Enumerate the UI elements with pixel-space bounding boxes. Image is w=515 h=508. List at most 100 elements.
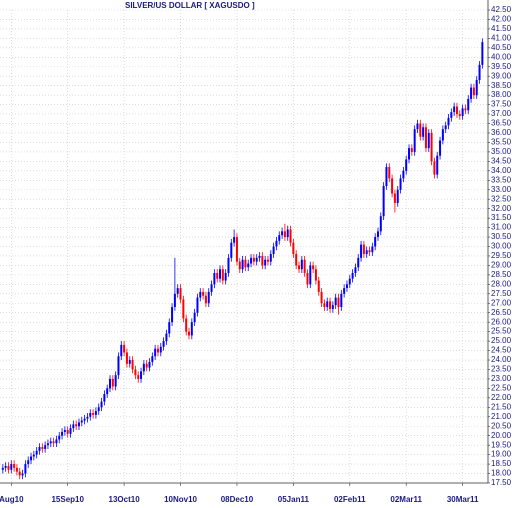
candle-body bbox=[75, 424, 78, 427]
y-tick-label: 26.50 bbox=[491, 308, 512, 317]
y-tick-label: 25.50 bbox=[491, 327, 512, 336]
y-tick-label: 36.50 bbox=[491, 119, 512, 128]
candle-body bbox=[204, 295, 207, 304]
y-tick-label: 37.00 bbox=[491, 109, 512, 118]
candle-body bbox=[447, 117, 450, 126]
candle-body bbox=[300, 259, 303, 270]
candle-body bbox=[464, 108, 467, 111]
candle-body bbox=[244, 259, 247, 268]
candle-body bbox=[94, 411, 97, 415]
candle-body bbox=[193, 312, 196, 323]
candle-body bbox=[278, 235, 281, 241]
candle-body bbox=[210, 284, 213, 292]
candle-body bbox=[15, 467, 18, 472]
candle-body bbox=[331, 305, 334, 309]
candle-body bbox=[199, 291, 202, 298]
y-tick-label: 28.00 bbox=[491, 279, 512, 288]
candle-body bbox=[202, 291, 205, 296]
y-tick-label: 32.50 bbox=[491, 194, 512, 203]
candle-body bbox=[241, 259, 244, 270]
candle-body bbox=[227, 257, 230, 273]
candle-body bbox=[351, 272, 354, 279]
candle-body bbox=[382, 185, 385, 217]
candle-body bbox=[142, 363, 145, 372]
candle-body bbox=[413, 129, 416, 152]
y-tick-label: 20.50 bbox=[491, 421, 512, 430]
candle-body bbox=[123, 344, 126, 353]
candle-body bbox=[266, 259, 269, 262]
candle-body bbox=[154, 348, 157, 357]
y-tick-label: 17.50 bbox=[491, 478, 512, 487]
candle-body bbox=[162, 341, 165, 347]
x-tick-label: 30Mar11 bbox=[447, 495, 479, 504]
candle-body bbox=[416, 123, 419, 130]
candle-body bbox=[137, 375, 140, 379]
y-tick-label: 40.50 bbox=[491, 43, 512, 52]
y-tick-label: 18.00 bbox=[491, 469, 512, 478]
y-tick-label: 27.00 bbox=[491, 298, 512, 307]
chart-title: SILVER/US DOLLAR [ XAGUSDO ] bbox=[125, 1, 255, 10]
candle-body bbox=[58, 435, 61, 440]
candle-body bbox=[165, 333, 168, 342]
candle-body bbox=[348, 278, 351, 285]
candle-body bbox=[219, 269, 222, 279]
y-tick-label: 24.00 bbox=[491, 355, 512, 364]
candle-body bbox=[92, 412, 95, 415]
candle-body bbox=[72, 424, 75, 429]
candle-body bbox=[323, 303, 326, 308]
y-tick-label: 31.00 bbox=[491, 223, 512, 232]
y-tick-label: 27.50 bbox=[491, 289, 512, 298]
y-tick-label: 22.50 bbox=[491, 384, 512, 393]
y-tick-label: 24.50 bbox=[491, 346, 512, 355]
candle-body bbox=[168, 322, 171, 334]
candle-body bbox=[4, 465, 7, 468]
candle-body bbox=[80, 420, 83, 423]
candle-body bbox=[18, 471, 21, 476]
candle-body bbox=[41, 447, 44, 449]
candle-body bbox=[281, 231, 284, 236]
candle-body bbox=[472, 87, 475, 96]
candle-body bbox=[10, 464, 13, 470]
candle-body bbox=[405, 159, 408, 171]
x-tick-label: 02Mar11 bbox=[390, 495, 422, 504]
candle-body bbox=[453, 106, 456, 113]
candle-body bbox=[120, 344, 123, 357]
candle-body bbox=[337, 297, 340, 308]
candle-body bbox=[441, 129, 444, 141]
candle-body bbox=[128, 360, 131, 364]
candle-body bbox=[461, 108, 464, 116]
candle-body bbox=[481, 42, 484, 65]
y-tick-label: 18.50 bbox=[491, 459, 512, 468]
candle-body bbox=[173, 293, 176, 308]
candle-body bbox=[289, 229, 292, 243]
candle-body bbox=[357, 257, 360, 268]
x-tick-label: 10Nov10 bbox=[164, 495, 197, 504]
candle-body bbox=[360, 244, 363, 258]
candle-body bbox=[269, 254, 272, 262]
y-tick-label: 20.00 bbox=[491, 431, 512, 440]
candle-body bbox=[362, 244, 365, 255]
candle-body bbox=[334, 297, 337, 306]
candle-body bbox=[134, 369, 137, 376]
candle-body bbox=[109, 378, 112, 389]
candle-body bbox=[13, 464, 16, 468]
candle-body bbox=[444, 125, 447, 130]
candle-body bbox=[44, 445, 47, 449]
y-tick-label: 22.00 bbox=[491, 393, 512, 402]
candle-body bbox=[475, 80, 478, 96]
candle-body bbox=[354, 267, 357, 273]
candle-body bbox=[252, 257, 255, 262]
candle-body bbox=[66, 430, 69, 434]
candle-body bbox=[283, 231, 286, 238]
y-tick-label: 25.00 bbox=[491, 336, 512, 345]
candle-body bbox=[52, 441, 55, 444]
candle-body bbox=[424, 127, 427, 149]
candle-body bbox=[430, 132, 433, 162]
candle-body bbox=[176, 288, 179, 294]
y-tick-label: 42.00 bbox=[491, 15, 512, 24]
candle-body bbox=[433, 161, 436, 175]
y-tick-label: 34.00 bbox=[491, 166, 512, 175]
candle-body bbox=[216, 272, 219, 279]
y-tick-label: 34.50 bbox=[491, 156, 512, 165]
candle-body bbox=[345, 284, 348, 289]
